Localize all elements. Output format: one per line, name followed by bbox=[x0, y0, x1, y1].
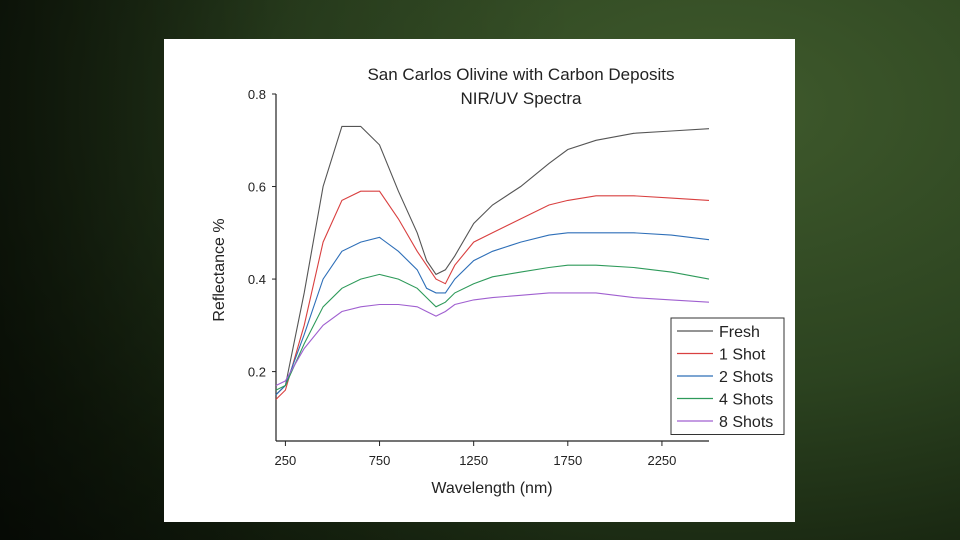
series-line bbox=[275, 190, 710, 400]
series-line bbox=[275, 125, 710, 396]
chart-title: San Carlos Olivine with Carbon Deposits bbox=[367, 65, 674, 84]
legend-label: 1 Shot bbox=[719, 347, 766, 364]
spectra-chart: San Carlos Olivine with Carbon Deposits … bbox=[211, 65, 785, 497]
y-axis-label: Reflectance % bbox=[211, 218, 228, 321]
legend-label: 2 Shots bbox=[719, 369, 773, 386]
x-axis-label: Wavelength (nm) bbox=[431, 480, 552, 497]
legend-label: 4 Shots bbox=[719, 392, 773, 409]
figure-card: San Carlos Olivine with Carbon Deposits … bbox=[164, 39, 795, 522]
y-tick-label: 0.6 bbox=[248, 180, 266, 195]
series-line bbox=[275, 232, 710, 396]
legend: Fresh 1 Shot 2 Shots 4 Shots 8 Shots bbox=[670, 317, 785, 435]
chart-subtitle: NIR/UV Spectra bbox=[461, 89, 582, 108]
legend-label: 8 Shots bbox=[719, 414, 773, 431]
series-line bbox=[275, 264, 710, 391]
x-tick-label: 1250 bbox=[459, 453, 488, 468]
legend-label: Fresh bbox=[719, 324, 760, 341]
axes: 0.2 0.4 0.6 0.8 250 750 1250 1750 2250 bbox=[248, 87, 709, 468]
series-line bbox=[275, 292, 710, 386]
y-tick-label: 0.4 bbox=[248, 272, 266, 287]
y-tick-label: 0.8 bbox=[248, 87, 266, 102]
x-tick-label: 2250 bbox=[647, 453, 676, 468]
y-tick-label: 0.2 bbox=[248, 365, 266, 380]
x-tick-label: 250 bbox=[275, 453, 297, 468]
series-layer bbox=[275, 125, 710, 400]
x-tick-label: 1750 bbox=[553, 453, 582, 468]
x-tick-label: 750 bbox=[369, 453, 391, 468]
